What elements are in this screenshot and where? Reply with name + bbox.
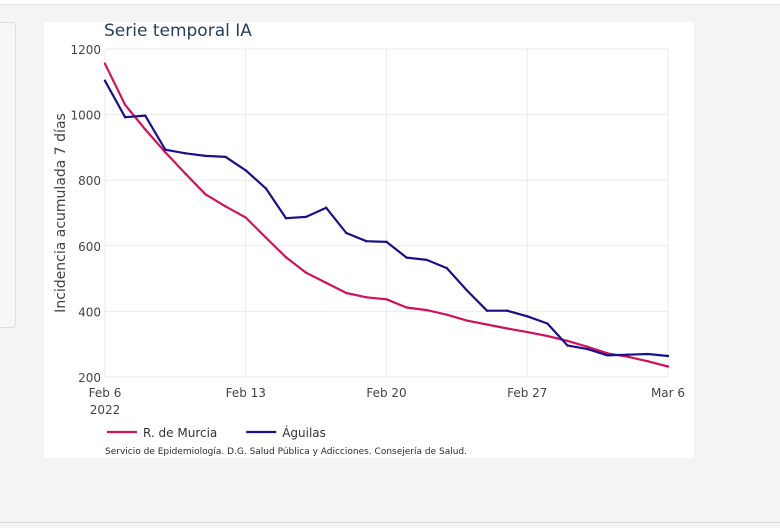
- series-layer: [103, 62, 670, 368]
- grid-layer: [104, 48, 669, 378]
- data-point-0: [505, 327, 509, 330]
- data-point-0: [224, 205, 227, 208]
- y-tick-label: 1200: [70, 43, 101, 57]
- data-point-1: [626, 353, 629, 356]
- data-point-0: [425, 308, 428, 312]
- data-point-0: [184, 172, 187, 175]
- data-point-0: [123, 103, 127, 106]
- data-point-1: [224, 155, 227, 159]
- data-point-1: [164, 148, 167, 151]
- data-point-1: [606, 354, 609, 357]
- data-point-0: [385, 298, 388, 301]
- data-point-0: [103, 62, 107, 65]
- data-point-1: [345, 231, 348, 235]
- bottom-divider: [0, 522, 780, 523]
- data-point-1: [385, 240, 388, 244]
- y-tick-label: 800: [78, 174, 101, 188]
- chart-svg: 200 400 600 800 1000 1200 Feb 6 2022 Feb 13 Feb 2…: [53, 21, 685, 457]
- data-point-1: [304, 215, 308, 219]
- data-point-0: [526, 330, 529, 334]
- chart-title: Serie temporal IA: [104, 22, 252, 41]
- data-point-0: [465, 319, 469, 322]
- data-point-1: [566, 344, 569, 347]
- y-axis-label: Incidencia acumulada 7 días: [53, 113, 69, 313]
- data-point-0: [626, 355, 629, 358]
- data-point-1: [526, 315, 529, 318]
- x-tick-sublabel: 2022: [90, 403, 121, 417]
- axis-layer: 200 400 600 800 1000 1200 Feb 6 2022 Feb 13 Feb 2…: [70, 43, 685, 417]
- legend: R. de Murcia Águilas: [107, 425, 326, 440]
- data-point-0: [666, 365, 670, 368]
- data-point-0: [204, 193, 207, 196]
- data-point-1: [123, 116, 127, 119]
- top-strip: [0, 0, 780, 5]
- x-tick-label: Feb 6: [89, 386, 122, 400]
- data-point-0: [164, 151, 167, 154]
- data-point-0: [244, 216, 247, 219]
- data-point-1: [365, 240, 368, 243]
- data-point-0: [365, 296, 368, 299]
- data-point-1: [666, 354, 670, 358]
- data-point-1: [546, 322, 549, 325]
- x-tick-label: Feb 27: [507, 386, 547, 400]
- x-tick-label: Mar 6: [651, 386, 685, 400]
- data-point-1: [184, 152, 187, 155]
- data-point-1: [144, 114, 147, 117]
- data-point-0: [144, 128, 147, 131]
- y-tick-label: 1000: [70, 109, 101, 123]
- y-tick-label: 400: [78, 305, 101, 319]
- data-point-1: [324, 206, 328, 209]
- data-point-0: [264, 236, 268, 239]
- data-point-0: [586, 345, 589, 349]
- data-point-0: [345, 291, 348, 295]
- data-point-1: [485, 309, 489, 312]
- data-point-0: [566, 339, 569, 343]
- data-point-0: [405, 306, 408, 309]
- data-point-1: [264, 187, 268, 190]
- data-point-1: [445, 266, 449, 270]
- data-point-0: [304, 271, 308, 274]
- legend-label-1: Águilas: [282, 425, 326, 440]
- data-point-0: [324, 281, 328, 285]
- data-point-1: [465, 289, 469, 292]
- data-point-0: [546, 334, 549, 338]
- data-point-0: [485, 323, 489, 326]
- legend-label-0: R. de Murcia: [143, 426, 217, 440]
- data-point-1: [586, 347, 589, 351]
- data-point-1: [204, 154, 207, 158]
- side-panel: [0, 22, 16, 328]
- data-point-1: [505, 309, 509, 312]
- data-point-1: [284, 217, 288, 220]
- source-annotation: Servicio de Epidemiología. D.G. Salud Pú…: [105, 447, 467, 457]
- chart-card: 200 400 600 800 1000 1200 Feb 6 2022 Feb 13 Feb 2…: [44, 21, 694, 458]
- data-point-1: [646, 352, 650, 356]
- data-point-0: [445, 313, 449, 316]
- data-point-0: [284, 256, 288, 259]
- x-tick-label: Feb 13: [226, 386, 266, 400]
- data-point-1: [103, 79, 107, 83]
- x-tick-label: Feb 20: [366, 386, 406, 400]
- y-tick-label: 600: [78, 240, 101, 254]
- data-point-1: [425, 258, 428, 262]
- data-point-0: [646, 360, 650, 363]
- y-tick-label: 200: [78, 371, 101, 385]
- data-point-1: [244, 169, 247, 172]
- data-point-0: [606, 352, 609, 355]
- data-point-1: [405, 256, 408, 259]
